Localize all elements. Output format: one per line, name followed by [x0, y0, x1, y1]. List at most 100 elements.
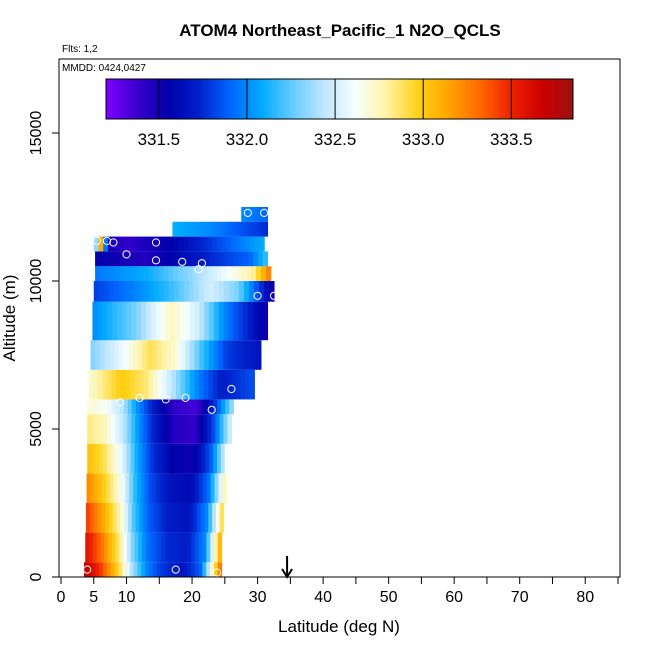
- curtain-cell: [185, 221, 189, 237]
- x-tick-label: 30: [249, 589, 267, 606]
- curtain-cell: [240, 236, 246, 252]
- curtain-cell: [168, 532, 173, 563]
- curtain-cell: [131, 301, 137, 341]
- curtain-cell: [126, 443, 132, 474]
- curtain-cell: [178, 236, 185, 252]
- curtain-cell: [167, 414, 172, 444]
- curtain-cell: [233, 301, 239, 341]
- colorbar-cell: [359, 79, 364, 119]
- curtain-cell: [235, 369, 242, 400]
- curtain-cell: [194, 340, 200, 370]
- curtain-cell: [90, 473, 95, 503]
- curtain-cell: [96, 532, 101, 563]
- curtain-cell: [213, 443, 218, 474]
- flight-marker: [243, 208, 252, 217]
- curtain-cell: [251, 207, 253, 222]
- curtain-cell: [180, 369, 186, 400]
- curtain-cell: [124, 503, 129, 533]
- colorbar-cell: [199, 79, 203, 119]
- curtain-cell: [177, 221, 181, 237]
- curtain-cell: [170, 503, 175, 533]
- curtain-cell: [220, 443, 226, 474]
- curtain-cell: [257, 251, 264, 267]
- curtain-cell: [195, 414, 200, 444]
- curtain-cell: [104, 340, 111, 370]
- curtain-cell: [139, 399, 145, 415]
- colorbar-cell: [298, 79, 303, 119]
- curtain-cell: [145, 236, 152, 252]
- curtain-cell: [213, 340, 219, 370]
- curtain-cell: [182, 221, 187, 237]
- curtain-cell: [139, 503, 144, 533]
- curtain-cell: [177, 443, 183, 474]
- curtain-cell: [103, 562, 108, 577]
- colorbar-cell: [219, 79, 224, 119]
- curtain-cell: [263, 207, 266, 222]
- colorbar-cell: [397, 79, 402, 119]
- curtain-cell: [157, 443, 163, 474]
- curtain-cell: [218, 301, 225, 341]
- colorbar-cell: [403, 79, 408, 119]
- curtain-cell: [187, 532, 192, 563]
- colorbar-cell: [467, 79, 472, 119]
- colorbar-cell: [479, 79, 484, 119]
- curtain-cell: [235, 236, 242, 252]
- curtain-cell: [93, 236, 100, 252]
- colorbar-cell: [106, 79, 110, 119]
- curtain-cell: [192, 503, 198, 533]
- x-tick-label: 60: [445, 589, 463, 606]
- curtain-cell: [212, 369, 219, 400]
- curtain-cell: [83, 562, 89, 577]
- colorbar-cell: [123, 79, 127, 119]
- curtain-cell: [175, 301, 181, 341]
- colorbar-cell: [231, 79, 235, 119]
- curtain-cell: [109, 266, 116, 281]
- curtain-cell: [107, 532, 113, 563]
- curtain-cell: [259, 207, 261, 222]
- curtain-cell: [222, 473, 227, 503]
- curtain-cell: [217, 562, 223, 577]
- curtain-cell: [156, 473, 161, 503]
- curtain-cell: [111, 369, 117, 400]
- curtain-cell: [135, 414, 140, 444]
- curtain-cell: [248, 281, 255, 302]
- curtain-cell: [103, 399, 109, 415]
- curtain-cell: [155, 414, 160, 444]
- flight-markers: [83, 208, 282, 577]
- curtain-cell: [152, 473, 157, 503]
- colorbar-cell: [435, 79, 440, 119]
- curtain-cell: [145, 301, 152, 341]
- curtain-cell: [226, 236, 232, 252]
- curtain-cell: [191, 414, 196, 444]
- curtain-cell: [167, 473, 173, 503]
- curtain-cell: [265, 207, 268, 222]
- curtain-cell: [207, 414, 212, 444]
- colorbar-cell: [336, 79, 340, 119]
- curtain-cell: [153, 281, 160, 302]
- curtain-cell: [190, 562, 196, 577]
- curtain-cell: [160, 301, 166, 341]
- curtain-cell: [130, 443, 135, 474]
- curtain-cell: [247, 207, 249, 222]
- curtain-cell: [262, 301, 269, 341]
- curtain-cell: [125, 369, 131, 400]
- curtain-cell: [133, 473, 138, 503]
- curtain-cell: [175, 414, 180, 444]
- curtain-cell: [99, 266, 106, 281]
- curtain-cell: [192, 266, 199, 281]
- colorbar-cell: [362, 79, 367, 119]
- curtain-cell: [133, 281, 140, 302]
- curtain-cell: [137, 562, 142, 577]
- curtain-cell: [204, 399, 210, 415]
- curtain-heatmap: [83, 207, 275, 577]
- colorbar-cell: [284, 79, 288, 119]
- curtain-cell: [217, 399, 222, 415]
- curtain-cell: [213, 532, 219, 563]
- x-tick-label: 5: [89, 589, 98, 606]
- colorbar-cell: [281, 79, 285, 119]
- curtain-cell: [134, 266, 140, 281]
- colorbar-cell: [470, 79, 475, 119]
- curtain-cell: [138, 251, 144, 267]
- curtain-cell: [179, 301, 186, 341]
- curtain-cell: [161, 340, 167, 370]
